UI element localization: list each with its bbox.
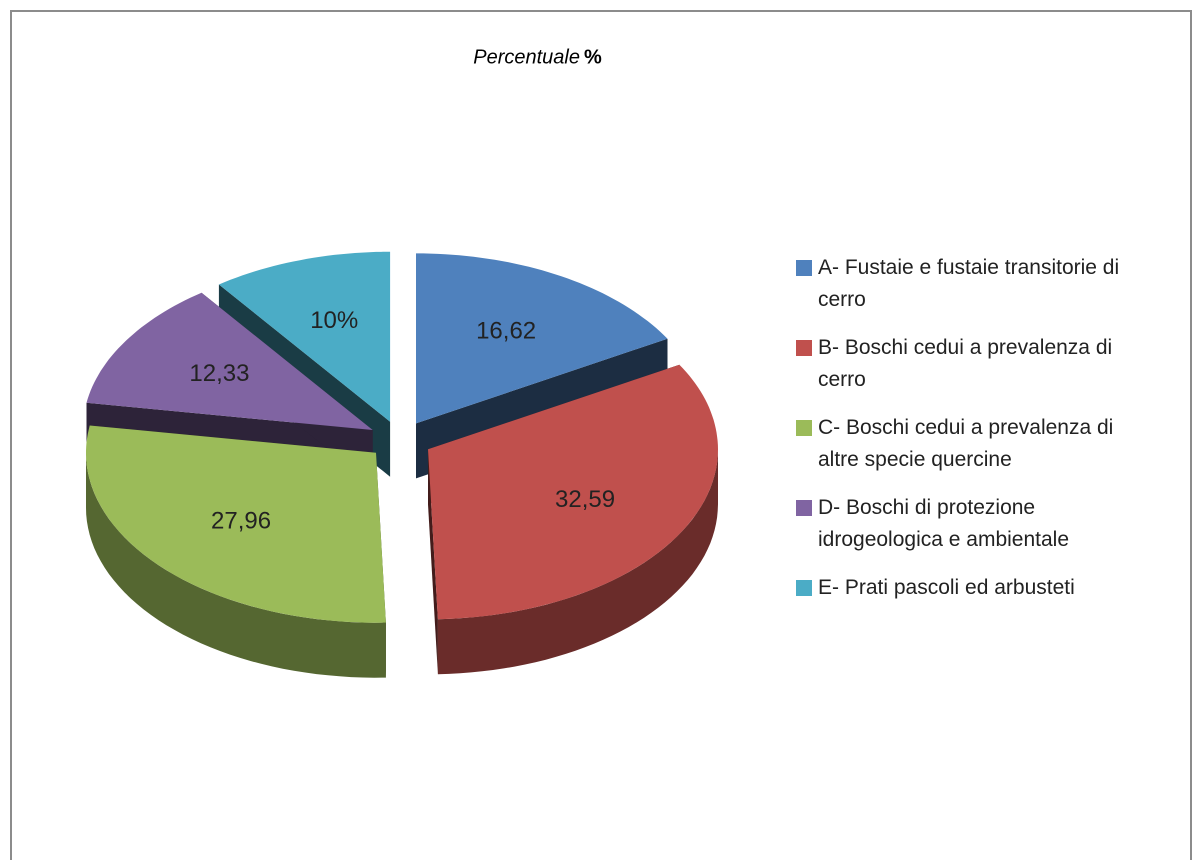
legend-item: D- Boschi di protezione idrogeologica e …	[796, 492, 1146, 556]
slice-side	[86, 452, 386, 678]
slice-top	[86, 425, 386, 623]
slice-cut-face	[428, 449, 438, 675]
legend-item: A- Fustaie e fustaie transitorie di cerr…	[796, 252, 1146, 316]
slice	[428, 364, 718, 675]
legend-item: C- Boschi cedui a prevalenza di altre sp…	[796, 412, 1146, 476]
legend-swatch	[796, 500, 812, 516]
slice-side	[437, 449, 718, 675]
data-label: 27,96	[211, 508, 271, 535]
data-label: 16,62	[476, 318, 536, 345]
legend-label: B- Boschi cedui a prevalenza di cerro	[818, 336, 1113, 391]
legend-swatch	[796, 260, 812, 276]
legend-label: A- Fustaie e fustaie transitorie di cerr…	[818, 256, 1120, 311]
legend-item: E- Prati pascoli ed arbusteti	[796, 572, 1146, 604]
data-label: 32,59	[555, 486, 615, 513]
slice-top	[416, 253, 668, 424]
legend-swatch	[796, 340, 812, 356]
legend-label: E- Prati pascoli ed arbusteti	[818, 576, 1075, 599]
legend-swatch	[796, 580, 812, 596]
chart-title-unit: %	[584, 46, 602, 68]
slice-top	[218, 251, 391, 422]
slice	[86, 425, 386, 678]
chart-title: Percentuale	[473, 46, 580, 68]
legend-label: C- Boschi cedui a prevalenza di altre sp…	[818, 416, 1114, 471]
legend-item: B- Boschi cedui a prevalenza di cerro	[796, 332, 1146, 396]
legend-swatch	[796, 420, 812, 436]
slice-top	[428, 364, 718, 620]
legend: A- Fustaie e fustaie transitorie di cerr…	[796, 252, 1146, 620]
legend-label: D- Boschi di protezione idrogeologica e …	[818, 496, 1070, 551]
data-label: 12,33	[189, 360, 249, 387]
data-label: 10%	[310, 307, 358, 334]
slice-top	[86, 292, 373, 430]
